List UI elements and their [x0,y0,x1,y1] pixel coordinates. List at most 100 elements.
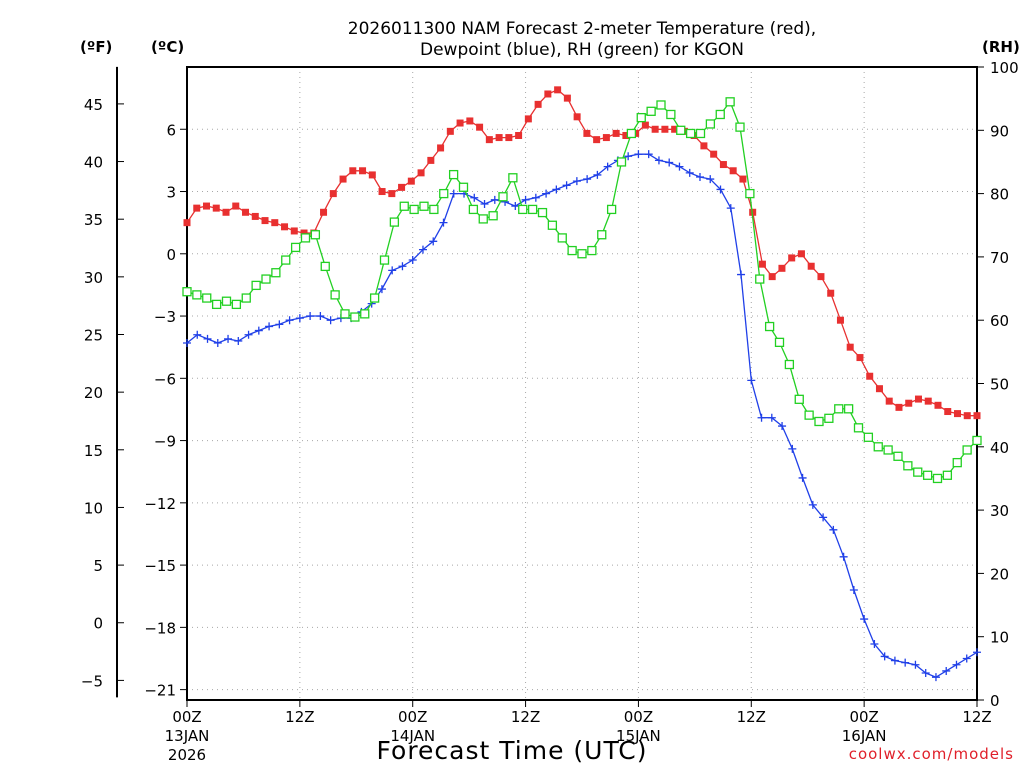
temperature-point [476,123,484,131]
x-tick-date-label: 15JAN [616,727,661,745]
rh-point [646,106,656,116]
dewpoint-point [398,262,407,271]
temperature-point [300,229,308,237]
temperature-point [495,134,503,142]
dewpoint-point [808,500,817,509]
dewpoint-point [829,525,838,534]
dewpoint-point [552,185,561,194]
series-temperature [183,86,981,420]
dewpoint-point [295,314,304,323]
dewpoint-point [490,195,499,204]
chart-series [182,86,982,682]
temperature-point [641,121,649,129]
dewpoint-point [849,586,858,595]
rh-point [369,293,380,303]
dewpoint-point [685,168,694,177]
temperature-point [905,399,913,407]
rh-point [290,242,301,253]
x-tick-label: 00Z [172,708,201,726]
dewpoint-point [726,204,735,213]
dewpoint-point [798,473,807,482]
rh-point [182,287,192,297]
celsius-tick-label: 6 [166,121,176,139]
rh-point [725,97,735,107]
rh-point [695,128,706,139]
celsius-tick-label: −12 [144,495,176,513]
temperature-point [183,219,191,227]
rh-point [518,204,528,215]
temperature-point [866,372,874,380]
temperature-point [193,204,201,212]
temperature-point [836,316,844,324]
celsius-tick-label: 3 [166,184,176,202]
temperature-point [856,354,864,362]
dewpoint-point [767,413,776,422]
dewpoint-point [562,181,571,190]
temperature-point [437,144,445,152]
rh-tick-label: 90 [990,122,1009,140]
fahrenheit-tick-label: 40 [84,154,103,172]
rh-point [705,119,716,129]
rh-point [794,394,804,404]
temperature-point [515,131,523,139]
rh-point [360,309,370,319]
temperature-point [719,161,727,169]
dewpoint-point [603,162,612,171]
rh-point [527,204,538,215]
rh-point [330,290,340,300]
temperature-point [554,86,562,94]
dewpoint-point [819,513,828,522]
rh-point [281,255,291,265]
dewpoint-point [449,189,458,198]
temperature-point [827,289,835,297]
series-dewpoint [183,150,981,682]
rh-point [587,245,597,256]
temperature-point [671,125,679,133]
dewpoint-point [480,199,489,208]
dewpoint-point [583,175,592,184]
rh-tick-label: 0 [990,692,1000,710]
rh-tick-label: 40 [990,439,1009,457]
temperature-point [232,202,240,210]
rh-tick-label: 10 [990,629,1009,647]
temperature-point [602,134,610,142]
dewpoint-point [275,320,284,329]
rh-point [834,404,844,414]
rh-point [942,470,953,480]
x-tick-label: 12Z [962,708,991,726]
rh-point [685,128,696,139]
rh-point [764,321,775,332]
rh-point [774,337,785,348]
temperature-point [427,156,435,164]
temperature-point [797,250,805,258]
rh-point [666,109,676,120]
temperature-point [612,129,620,137]
temperature-point [651,125,659,133]
x-tick-date-label: 16JAN [842,727,887,745]
temperature-point [710,150,718,158]
x-tick-label: 00Z [398,708,427,726]
temperature-point [788,254,796,262]
fahrenheit-tick-label: 5 [93,557,103,575]
x-tick-date-label: 14JAN [390,727,435,745]
temperature-point [290,227,298,235]
dewpoint-point [839,552,848,561]
x-tick-label: 12Z [511,708,540,726]
temperature-point [368,171,376,179]
temperature-point [817,273,825,281]
fahrenheit-tick-label: 20 [84,384,103,402]
rh-point [804,410,814,420]
dewpoint-point [224,334,233,343]
celsius-tick-label: −3 [154,308,176,326]
dewpoint-point [952,660,961,669]
x-tick-label: 12Z [285,708,314,726]
fahrenheit-tick-label: 0 [93,615,103,633]
temperature-point [212,204,220,212]
temperature-point [807,262,815,270]
temperature-point [524,115,532,123]
temperature-point [661,125,669,133]
rh-point [913,467,923,477]
dewpoint-point [716,185,725,194]
rh-tick-label: 30 [990,502,1009,520]
rh-point [616,157,627,167]
